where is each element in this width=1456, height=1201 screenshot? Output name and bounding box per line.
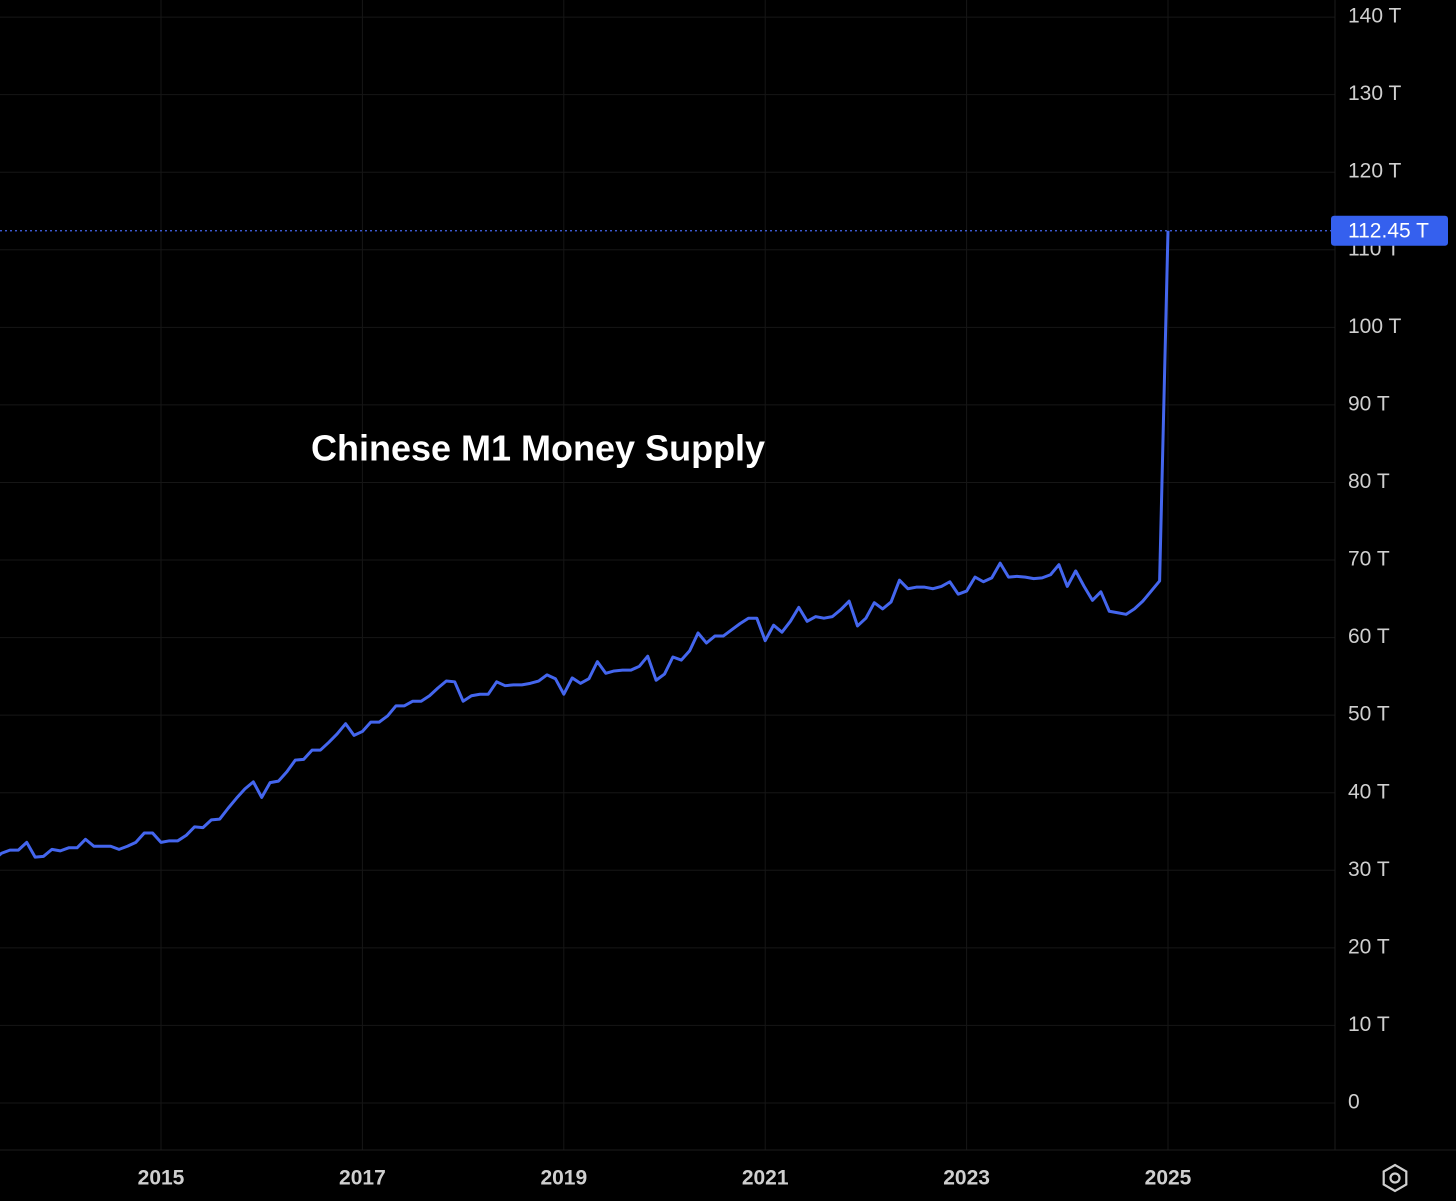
settings-hexagon[interactable] xyxy=(1382,1163,1408,1193)
settings-dot[interactable] xyxy=(1389,1172,1401,1184)
last-value-badge xyxy=(1331,215,1448,246)
y-tick-label: 0 xyxy=(1348,1091,1360,1114)
x-tick-label: 2017 xyxy=(339,1167,386,1190)
y-tick-label: 60 T xyxy=(1348,625,1390,648)
y-tick-label: 30 T xyxy=(1348,858,1390,881)
grid xyxy=(0,0,1335,1150)
annotation: Chinese M1 Money Supply xyxy=(311,428,765,469)
x-tick-label: 2021 xyxy=(742,1167,789,1190)
data-line xyxy=(0,230,1170,859)
x-tick-label: 2023 xyxy=(943,1167,990,1190)
x-tick-label: 2015 xyxy=(138,1167,185,1190)
y-tick-label: 40 T xyxy=(1348,780,1390,803)
y-tick-label: 80 T xyxy=(1348,470,1390,493)
plot xyxy=(0,230,1332,859)
y-tick-label: 70 T xyxy=(1348,548,1390,571)
x-tick-label: 2019 xyxy=(540,1167,587,1190)
last-value-label: 112.45 T xyxy=(1348,219,1429,242)
y-tick-label: 50 T xyxy=(1348,703,1390,726)
y-tick-label: 10 T xyxy=(1348,1013,1390,1036)
y-tick-label: 140 T xyxy=(1348,5,1401,28)
x-tick-label: 2025 xyxy=(1145,1167,1192,1190)
y-tick-label: 20 T xyxy=(1348,935,1390,958)
y-tick-label: 100 T xyxy=(1348,315,1401,338)
y-tick-label: 130 T xyxy=(1348,82,1401,105)
settings-icon[interactable] xyxy=(1382,1163,1408,1193)
y-tick-label: 120 T xyxy=(1348,160,1401,183)
y-tick-label: 90 T xyxy=(1348,392,1390,415)
